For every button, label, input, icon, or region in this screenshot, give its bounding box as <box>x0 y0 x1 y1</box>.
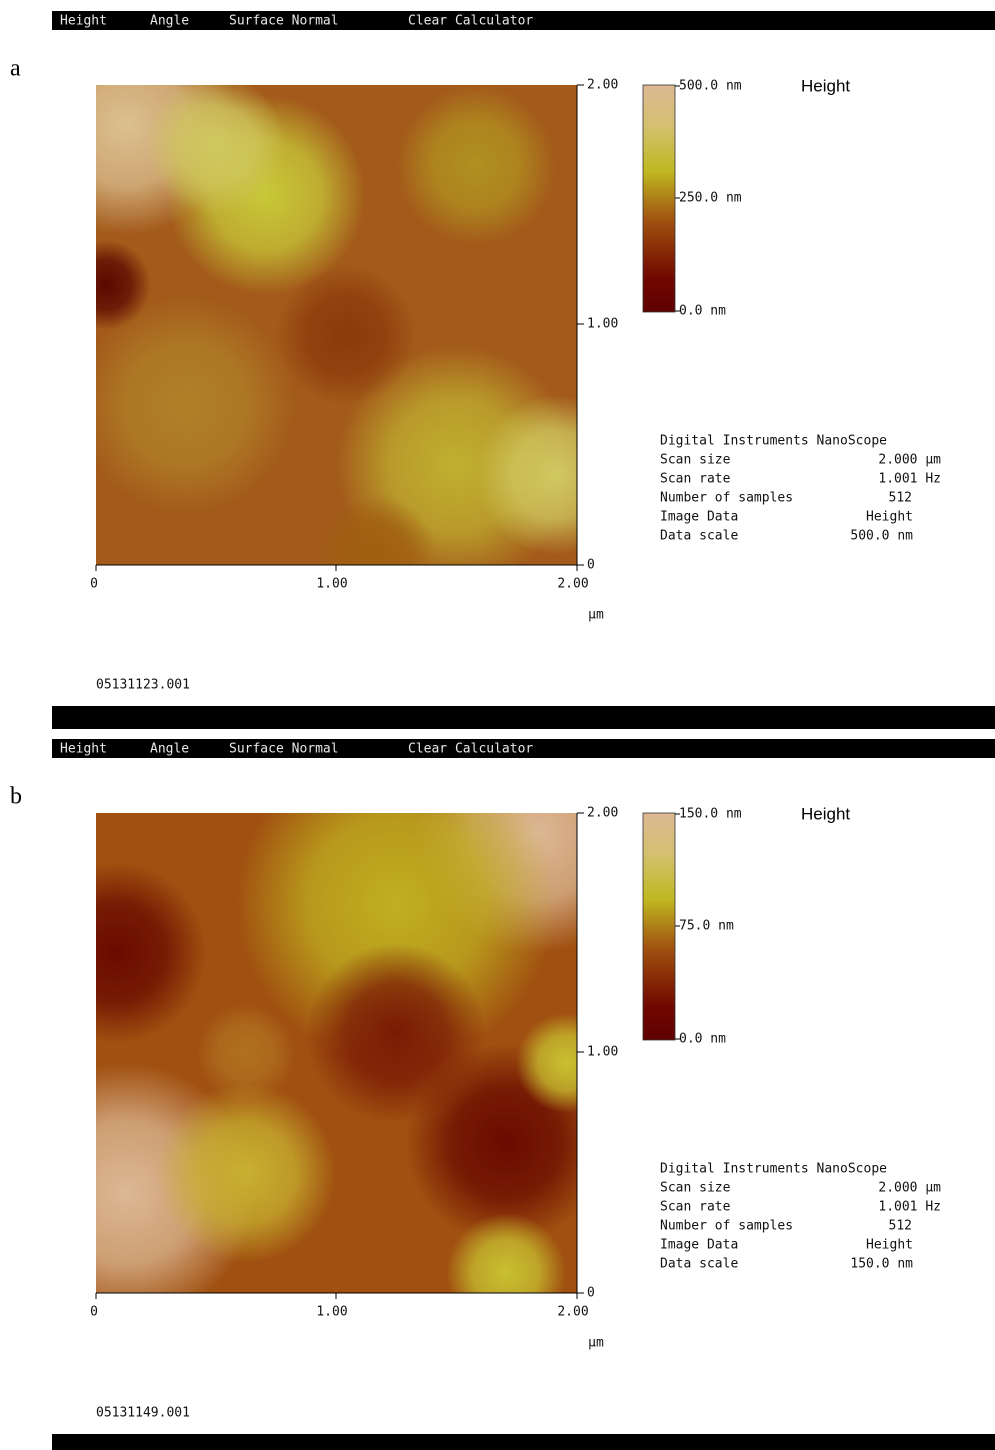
info-key: Scan rate <box>660 472 731 487</box>
colorbar-label: 250.0 nm <box>679 191 742 206</box>
y-tick-label: 2.00 <box>587 78 618 93</box>
surface-feature <box>316 495 436 615</box>
menu-item[interactable]: Surface Normal <box>229 742 339 757</box>
info-value: 2.000 µm <box>878 1181 941 1196</box>
info-value: Height <box>866 1238 913 1253</box>
menu-item[interactable]: Angle <box>150 742 189 757</box>
surface-feature <box>61 240 151 330</box>
colorbar-label: 500.0 nm <box>679 79 742 94</box>
surface-feature <box>146 75 286 215</box>
colorbar-label: 0.0 nm <box>679 1032 726 1047</box>
info-value: 1.001 Hz <box>878 1200 941 1215</box>
colorbar <box>643 813 675 1040</box>
afm-image <box>0 713 656 1333</box>
info-key: Number of samples <box>660 491 793 506</box>
info-key: Number of samples <box>660 1219 793 1234</box>
menu-item[interactable]: Angle <box>150 14 189 29</box>
y-tick-label: 0 <box>587 558 595 573</box>
info-value: 150.0 nm <box>850 1257 913 1272</box>
y-tick-label: 1.00 <box>587 317 618 332</box>
surface-feature <box>156 1083 336 1263</box>
info-header: Digital Instruments NanoScope <box>660 1162 887 1177</box>
x-tick-label: 2.00 <box>557 577 588 592</box>
x-unit: µm <box>588 608 604 623</box>
colorbar-label: 75.0 nm <box>679 919 734 934</box>
info-value: 512 <box>889 491 912 506</box>
info-key: Scan size <box>660 1181 731 1196</box>
menu-item[interactable]: Clear Calculator <box>408 742 533 757</box>
menu-item[interactable]: Clear Calculator <box>408 14 533 29</box>
info-value: Height <box>866 510 913 525</box>
info-key: Scan size <box>660 453 731 468</box>
y-tick-label: 2.00 <box>587 806 618 821</box>
y-tick-label: 0 <box>587 1286 595 1301</box>
info-key: Data scale <box>660 529 738 544</box>
x-tick-label: 1.00 <box>316 1305 347 1320</box>
menu-item[interactable]: Height <box>60 742 107 757</box>
afm-image <box>16 15 636 615</box>
info-header: Digital Instruments NanoScope <box>660 434 887 449</box>
info-value: 500.0 nm <box>850 529 913 544</box>
surface-feature <box>276 265 416 405</box>
footer-bar <box>52 1434 995 1450</box>
menu-item[interactable]: Height <box>60 14 107 29</box>
surface-feature <box>476 395 636 555</box>
colorbar-label: 150.0 nm <box>679 807 742 822</box>
panel-label: a <box>10 56 21 82</box>
info-key: Scan rate <box>660 1200 731 1215</box>
info-value: 512 <box>889 1219 912 1234</box>
channel-name: Height <box>801 76 850 95</box>
channel-name: Height <box>801 804 850 823</box>
x-unit: µm <box>588 1336 604 1351</box>
info-key: Image Data <box>660 510 738 525</box>
footer-bar <box>52 706 995 729</box>
surface-feature <box>396 85 556 245</box>
surface-feature <box>306 943 486 1123</box>
x-tick-label: 0 <box>90 577 98 592</box>
info-value: 2.000 µm <box>878 453 941 468</box>
surface-feature <box>516 1013 616 1113</box>
colorbar <box>643 85 675 312</box>
x-tick-label: 1.00 <box>316 577 347 592</box>
info-key: Image Data <box>660 1238 738 1253</box>
surface-feature <box>26 863 206 1043</box>
info-key: Data scale <box>660 1257 738 1272</box>
y-tick-label: 1.00 <box>587 1045 618 1060</box>
filename: 05131123.001 <box>96 678 190 693</box>
surface-feature <box>446 1213 566 1333</box>
info-value: 1.001 Hz <box>878 472 941 487</box>
x-tick-label: 0 <box>90 1305 98 1320</box>
x-tick-label: 2.00 <box>557 1305 588 1320</box>
menu-item[interactable]: Surface Normal <box>229 14 339 29</box>
colorbar-label: 0.0 nm <box>679 304 726 319</box>
filename: 05131149.001 <box>96 1406 190 1421</box>
panel-label: b <box>10 784 22 810</box>
screenshot: Height Angle Surface Normal Clear Calculato… <box>0 0 995 1450</box>
